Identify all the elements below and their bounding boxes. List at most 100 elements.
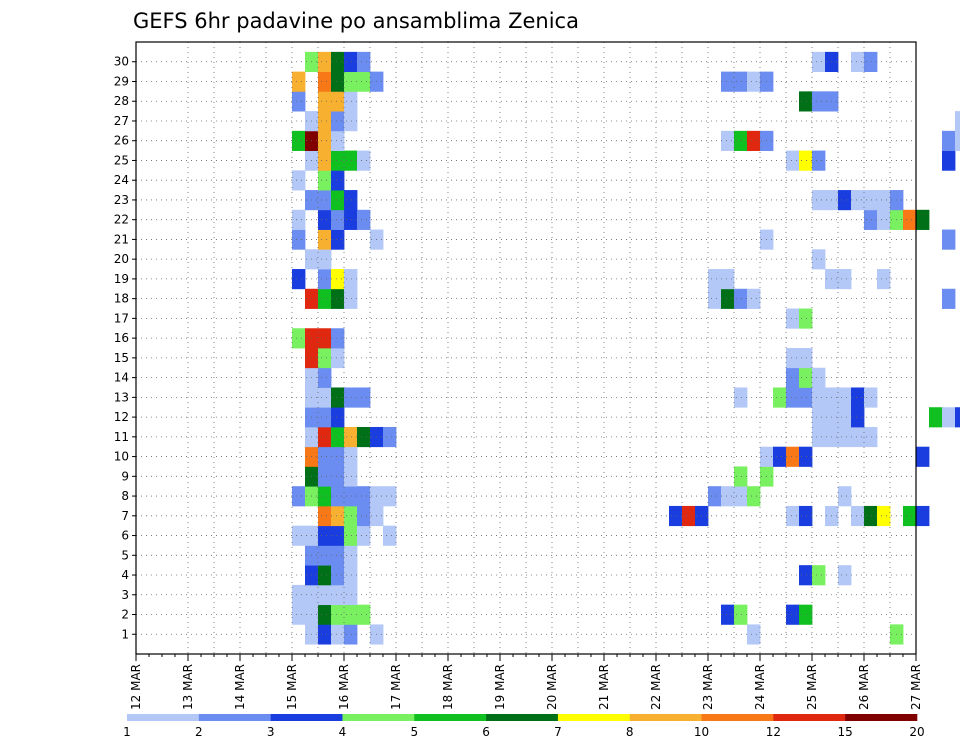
y-tick-label: 30 [114, 55, 129, 69]
heatmap-cell [786, 505, 800, 527]
heatmap-cell [318, 249, 332, 270]
heatmap-cell [721, 288, 735, 309]
heatmap-cell [331, 584, 345, 606]
colorbar-swatch [701, 714, 774, 721]
heatmap-cell [734, 486, 748, 507]
heatmap-cell [916, 446, 930, 467]
heatmap-cell [721, 269, 735, 290]
heatmap-cell [357, 150, 371, 171]
x-tick-label: 26 MAR [857, 664, 871, 710]
colorbar-label: 15 [838, 725, 853, 739]
heatmap-cell [318, 466, 332, 487]
heatmap-cell [331, 288, 345, 309]
y-tick-label: 27 [114, 114, 129, 128]
heatmap-cell [812, 565, 826, 586]
heatmap-cell [357, 209, 371, 230]
colorbar-label: 20 [909, 725, 924, 739]
heatmap-cell [799, 150, 813, 171]
heatmap-cell [344, 486, 358, 507]
x-tick-label: 18 MAR [441, 664, 455, 710]
y-tick-label: 12 [114, 410, 129, 424]
y-tick-label: 28 [114, 94, 129, 108]
x-tick-label: 17 MAR [389, 664, 403, 710]
heatmap-cell [344, 584, 358, 606]
heatmap-cell [318, 604, 332, 625]
heatmap-cell [318, 269, 332, 290]
x-tick-label: 27 MAR [909, 664, 923, 710]
heatmap-cell [916, 505, 930, 527]
heatmap-cell [734, 466, 748, 487]
heatmap-cell [318, 584, 332, 606]
heatmap-cell [864, 387, 878, 408]
heatmap-cell [318, 387, 332, 408]
heatmap-cell [331, 348, 345, 369]
heatmap-cell [851, 387, 865, 408]
heatmap-cell [344, 505, 358, 527]
heatmap-cell [851, 505, 865, 527]
heatmap-cell [864, 505, 878, 527]
y-tick-label: 11 [114, 430, 129, 444]
x-tick-label: 14 MAR [233, 664, 247, 710]
heatmap-cell [721, 71, 735, 92]
heatmap-cell [331, 111, 345, 132]
x-tick-label: 19 MAR [493, 664, 507, 710]
colorbar-label: 4 [339, 725, 347, 739]
heatmap-cell [344, 446, 358, 467]
y-tick-label: 7 [121, 509, 129, 523]
heatmap-cell [708, 486, 722, 507]
heatmap-cell [838, 565, 852, 586]
heatmap-cell [344, 387, 358, 408]
heatmap-cell [292, 229, 306, 250]
x-tick-label: 22 MAR [649, 664, 663, 710]
heatmap-cell [318, 505, 332, 527]
heatmap-cell [331, 466, 345, 487]
heatmap-cell [344, 525, 358, 546]
heatmap-cell [357, 505, 371, 527]
heatmap-cell [318, 288, 332, 309]
heatmap-cell [721, 130, 735, 151]
heatmap-cell [838, 426, 852, 448]
colorbar-swatch [773, 714, 846, 721]
grid-lines [136, 42, 916, 654]
heatmap-cell [812, 249, 826, 270]
y-tick-label: 25 [114, 153, 129, 167]
colorbar-label: 3 [267, 725, 275, 739]
heatmap-cell [383, 525, 397, 546]
heatmap-cell [812, 51, 826, 73]
heatmap-cell [916, 209, 930, 230]
heatmap-cell [318, 446, 332, 467]
heatmap-cell [331, 229, 345, 250]
heatmap-cell [331, 51, 345, 73]
heatmap-cell [344, 190, 358, 211]
heatmap-cell [851, 190, 865, 211]
heatmap-cell [357, 51, 371, 73]
heatmap-cell [799, 565, 813, 586]
heatmap-cell [942, 407, 956, 428]
colorbar-swatch [342, 714, 415, 721]
x-tick-label: 23 MAR [701, 664, 715, 710]
heatmap-cell [799, 367, 813, 388]
heatmap-cell [292, 71, 306, 92]
heatmap-cell [318, 565, 332, 586]
heatmap-cell [786, 387, 800, 408]
colorbar-swatch [127, 714, 200, 721]
y-tick-label: 13 [114, 390, 129, 404]
x-tick-label: 24 MAR [753, 664, 767, 710]
heatmap-cell [734, 387, 748, 408]
y-tick-label: 29 [114, 74, 129, 88]
heatmap-cell [773, 446, 787, 467]
heatmap-cell [786, 150, 800, 171]
heatmap-cell [357, 525, 371, 546]
heatmap-cell [942, 150, 956, 171]
heatmap-cell [812, 387, 826, 408]
y-tick-label: 26 [114, 134, 129, 148]
heatmap-cell [331, 91, 345, 112]
colorbar-label: 2 [195, 725, 203, 739]
y-tick-label: 18 [114, 292, 129, 306]
heatmap-cell [357, 426, 371, 448]
heatmap-cell [331, 545, 345, 566]
heatmap-cell [721, 604, 735, 625]
heatmap-cell [318, 91, 332, 112]
x-tick-label: 15 MAR [285, 664, 299, 710]
heatmap-cell [318, 545, 332, 566]
